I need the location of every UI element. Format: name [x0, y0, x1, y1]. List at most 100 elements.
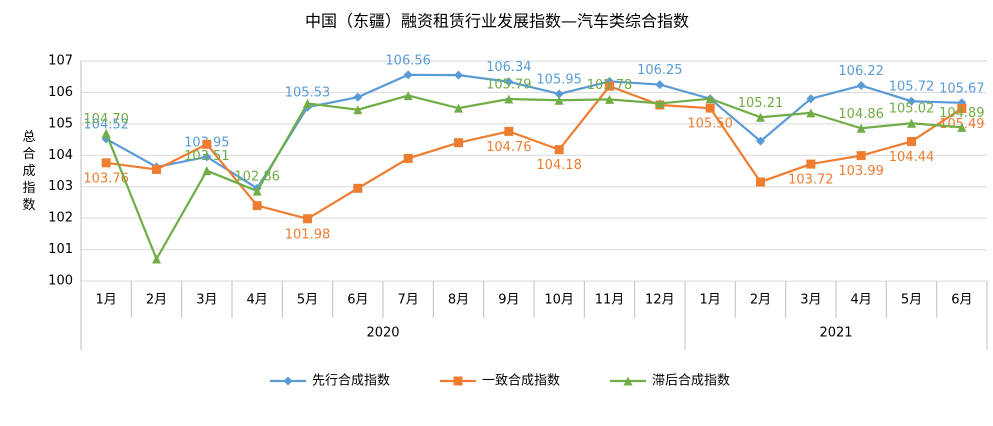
data-label: 105.53 — [285, 86, 331, 101]
marker — [202, 139, 212, 149]
x-tick-label: 2月 — [146, 293, 167, 308]
series-line — [106, 84, 963, 220]
marker — [353, 92, 363, 102]
x-group-label: 2020 — [366, 326, 399, 341]
marker — [101, 158, 111, 168]
x-tick-label: 4月 — [247, 293, 268, 308]
data-label: 104.86 — [838, 107, 884, 122]
data-label: 105.78 — [587, 78, 633, 93]
y-tick-label: 106 — [48, 85, 73, 100]
data-label: 104.89 — [939, 106, 985, 121]
marker — [152, 164, 161, 174]
marker — [806, 108, 816, 118]
data-label: 101.98 — [285, 227, 331, 242]
data-label: 105.79 — [486, 78, 532, 93]
x-tick-label: 2月 — [750, 293, 771, 308]
data-label: 104.44 — [889, 150, 935, 165]
marker — [252, 186, 262, 196]
data-label: 103.99 — [838, 164, 884, 179]
data-label: 104.52 — [83, 117, 129, 132]
x-tick-label: 1月 — [96, 293, 117, 308]
marker — [453, 376, 463, 386]
marker — [705, 103, 715, 113]
marker — [655, 98, 665, 108]
x-tick-label: 9月 — [498, 293, 519, 308]
x-tick-label: 3月 — [196, 293, 217, 308]
marker — [856, 123, 866, 133]
data-label: 104.18 — [536, 158, 582, 173]
x-tick-label: 11月 — [595, 293, 625, 308]
marker — [504, 77, 514, 87]
marker — [756, 112, 765, 122]
data-label: 102.86 — [234, 170, 280, 185]
data-label: 103.76 — [83, 171, 129, 186]
series-line — [105, 94, 962, 262]
marker — [152, 254, 161, 264]
y-tick-label: 105 — [48, 116, 73, 131]
marker — [756, 136, 765, 146]
data-label: 103.72 — [788, 173, 834, 188]
marker — [303, 214, 312, 224]
marker — [454, 70, 463, 80]
legend-label: 先行合成指数 — [312, 374, 390, 389]
data-label: 105.50 — [687, 117, 733, 132]
marker — [283, 376, 293, 386]
marker — [957, 122, 967, 132]
marker — [403, 153, 413, 163]
x-tick-label: 1月 — [700, 293, 721, 308]
data-label: 105.67 — [939, 81, 985, 96]
legend-label: 一致合成指数 — [482, 374, 560, 389]
series-line — [105, 73, 962, 190]
marker — [605, 94, 614, 104]
marker — [806, 159, 816, 169]
marker — [454, 138, 463, 148]
marker — [856, 81, 866, 91]
y-tick-label: 101 — [48, 242, 73, 257]
marker — [705, 94, 715, 104]
x-tick-label: 5月 — [901, 293, 922, 308]
y-tick-label: 102 — [48, 211, 73, 226]
marker — [907, 136, 916, 146]
chart-title: 中国（东疆）融资租赁行业发展指数—汽车类综合指数 — [305, 12, 689, 31]
data-label: 106.56 — [385, 53, 431, 68]
marker — [907, 96, 916, 106]
data-label: 103.51 — [184, 149, 230, 164]
marker — [856, 151, 866, 161]
x-tick-label: 8月 — [448, 293, 469, 308]
data-label: 105.02 — [889, 102, 935, 117]
data-label: 104.70 — [83, 112, 129, 127]
x-group-label: 2021 — [819, 326, 852, 341]
marker — [252, 201, 262, 211]
marker — [554, 95, 564, 105]
marker — [554, 145, 564, 155]
y-tick-label: 103 — [48, 179, 73, 194]
marker — [202, 166, 212, 176]
marker — [202, 152, 212, 162]
data-label: 106.25 — [637, 63, 683, 78]
marker — [403, 91, 413, 101]
marker — [554, 89, 564, 99]
y-tick-label: 107 — [48, 54, 73, 69]
marker — [806, 94, 816, 104]
data-label: 106.22 — [838, 64, 884, 79]
marker — [403, 70, 413, 80]
x-tick-label: 4月 — [851, 293, 872, 308]
x-tick-label: 7月 — [398, 293, 419, 308]
x-tick-label: 6月 — [347, 293, 368, 308]
marker — [353, 183, 363, 193]
data-label: 104.76 — [486, 140, 532, 155]
data-label: 106.34 — [486, 60, 532, 75]
y-tick-label: 100 — [48, 274, 73, 289]
marker — [957, 103, 967, 113]
data-label: 105.21 — [738, 96, 784, 111]
x-tick-label: 3月 — [800, 293, 821, 308]
marker — [756, 177, 765, 187]
y-axis-title: 总合成指数 — [20, 130, 36, 215]
x-tick-label: 10月 — [544, 293, 574, 308]
marker — [504, 94, 514, 104]
x-tick-label: 6月 — [951, 293, 972, 308]
marker — [454, 103, 463, 113]
marker — [101, 128, 111, 138]
marker — [504, 126, 514, 136]
marker — [303, 98, 312, 108]
